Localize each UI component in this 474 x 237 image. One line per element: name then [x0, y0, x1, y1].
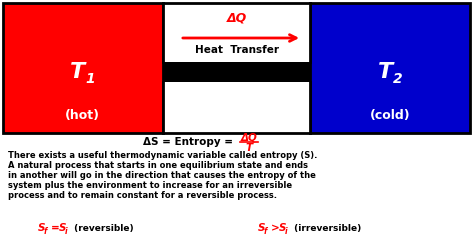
Text: ΔQ: ΔQ	[227, 12, 247, 24]
Text: T: T	[246, 143, 253, 153]
Text: S: S	[59, 223, 66, 233]
Text: S: S	[279, 223, 286, 233]
Text: (hot): (hot)	[64, 109, 100, 122]
Text: Heat  Transfer: Heat Transfer	[195, 45, 279, 55]
Text: T: T	[378, 62, 393, 82]
Text: f: f	[44, 227, 47, 236]
Text: =: =	[51, 223, 60, 233]
Text: f: f	[264, 227, 267, 236]
Bar	[310, 3, 470, 133]
Text: 2: 2	[393, 72, 403, 86]
Text: S: S	[258, 223, 265, 233]
Text: i: i	[285, 227, 288, 236]
Text: in another will go in the direction that causes the entropy of the: in another will go in the direction that…	[8, 171, 316, 180]
Text: >: >	[271, 223, 280, 233]
Bar	[163, 62, 310, 82]
Bar	[163, 3, 310, 62]
Text: ΔS = Entropy =: ΔS = Entropy =	[143, 137, 237, 147]
Text: (cold): (cold)	[370, 109, 410, 122]
Text: (reversible): (reversible)	[71, 223, 134, 232]
Text: ΔQ: ΔQ	[241, 132, 257, 142]
Bar	[3, 3, 163, 133]
Text: system plus the environment to increase for an irreversible: system plus the environment to increase …	[8, 181, 292, 190]
Text: process and to remain constant for a reversible process.: process and to remain constant for a rev…	[8, 191, 277, 200]
Text: (irreversible): (irreversible)	[291, 223, 361, 232]
Text: There exists a useful thermodynamic variable called entropy (S).: There exists a useful thermodynamic vari…	[8, 150, 318, 160]
Text: 1: 1	[85, 72, 95, 86]
Text: i: i	[65, 227, 68, 236]
Text: S: S	[38, 223, 46, 233]
Bar	[163, 82, 310, 133]
Text: A natural process that starts in one equilibrium state and ends: A natural process that starts in one equ…	[8, 161, 308, 170]
Text: T: T	[71, 62, 86, 82]
